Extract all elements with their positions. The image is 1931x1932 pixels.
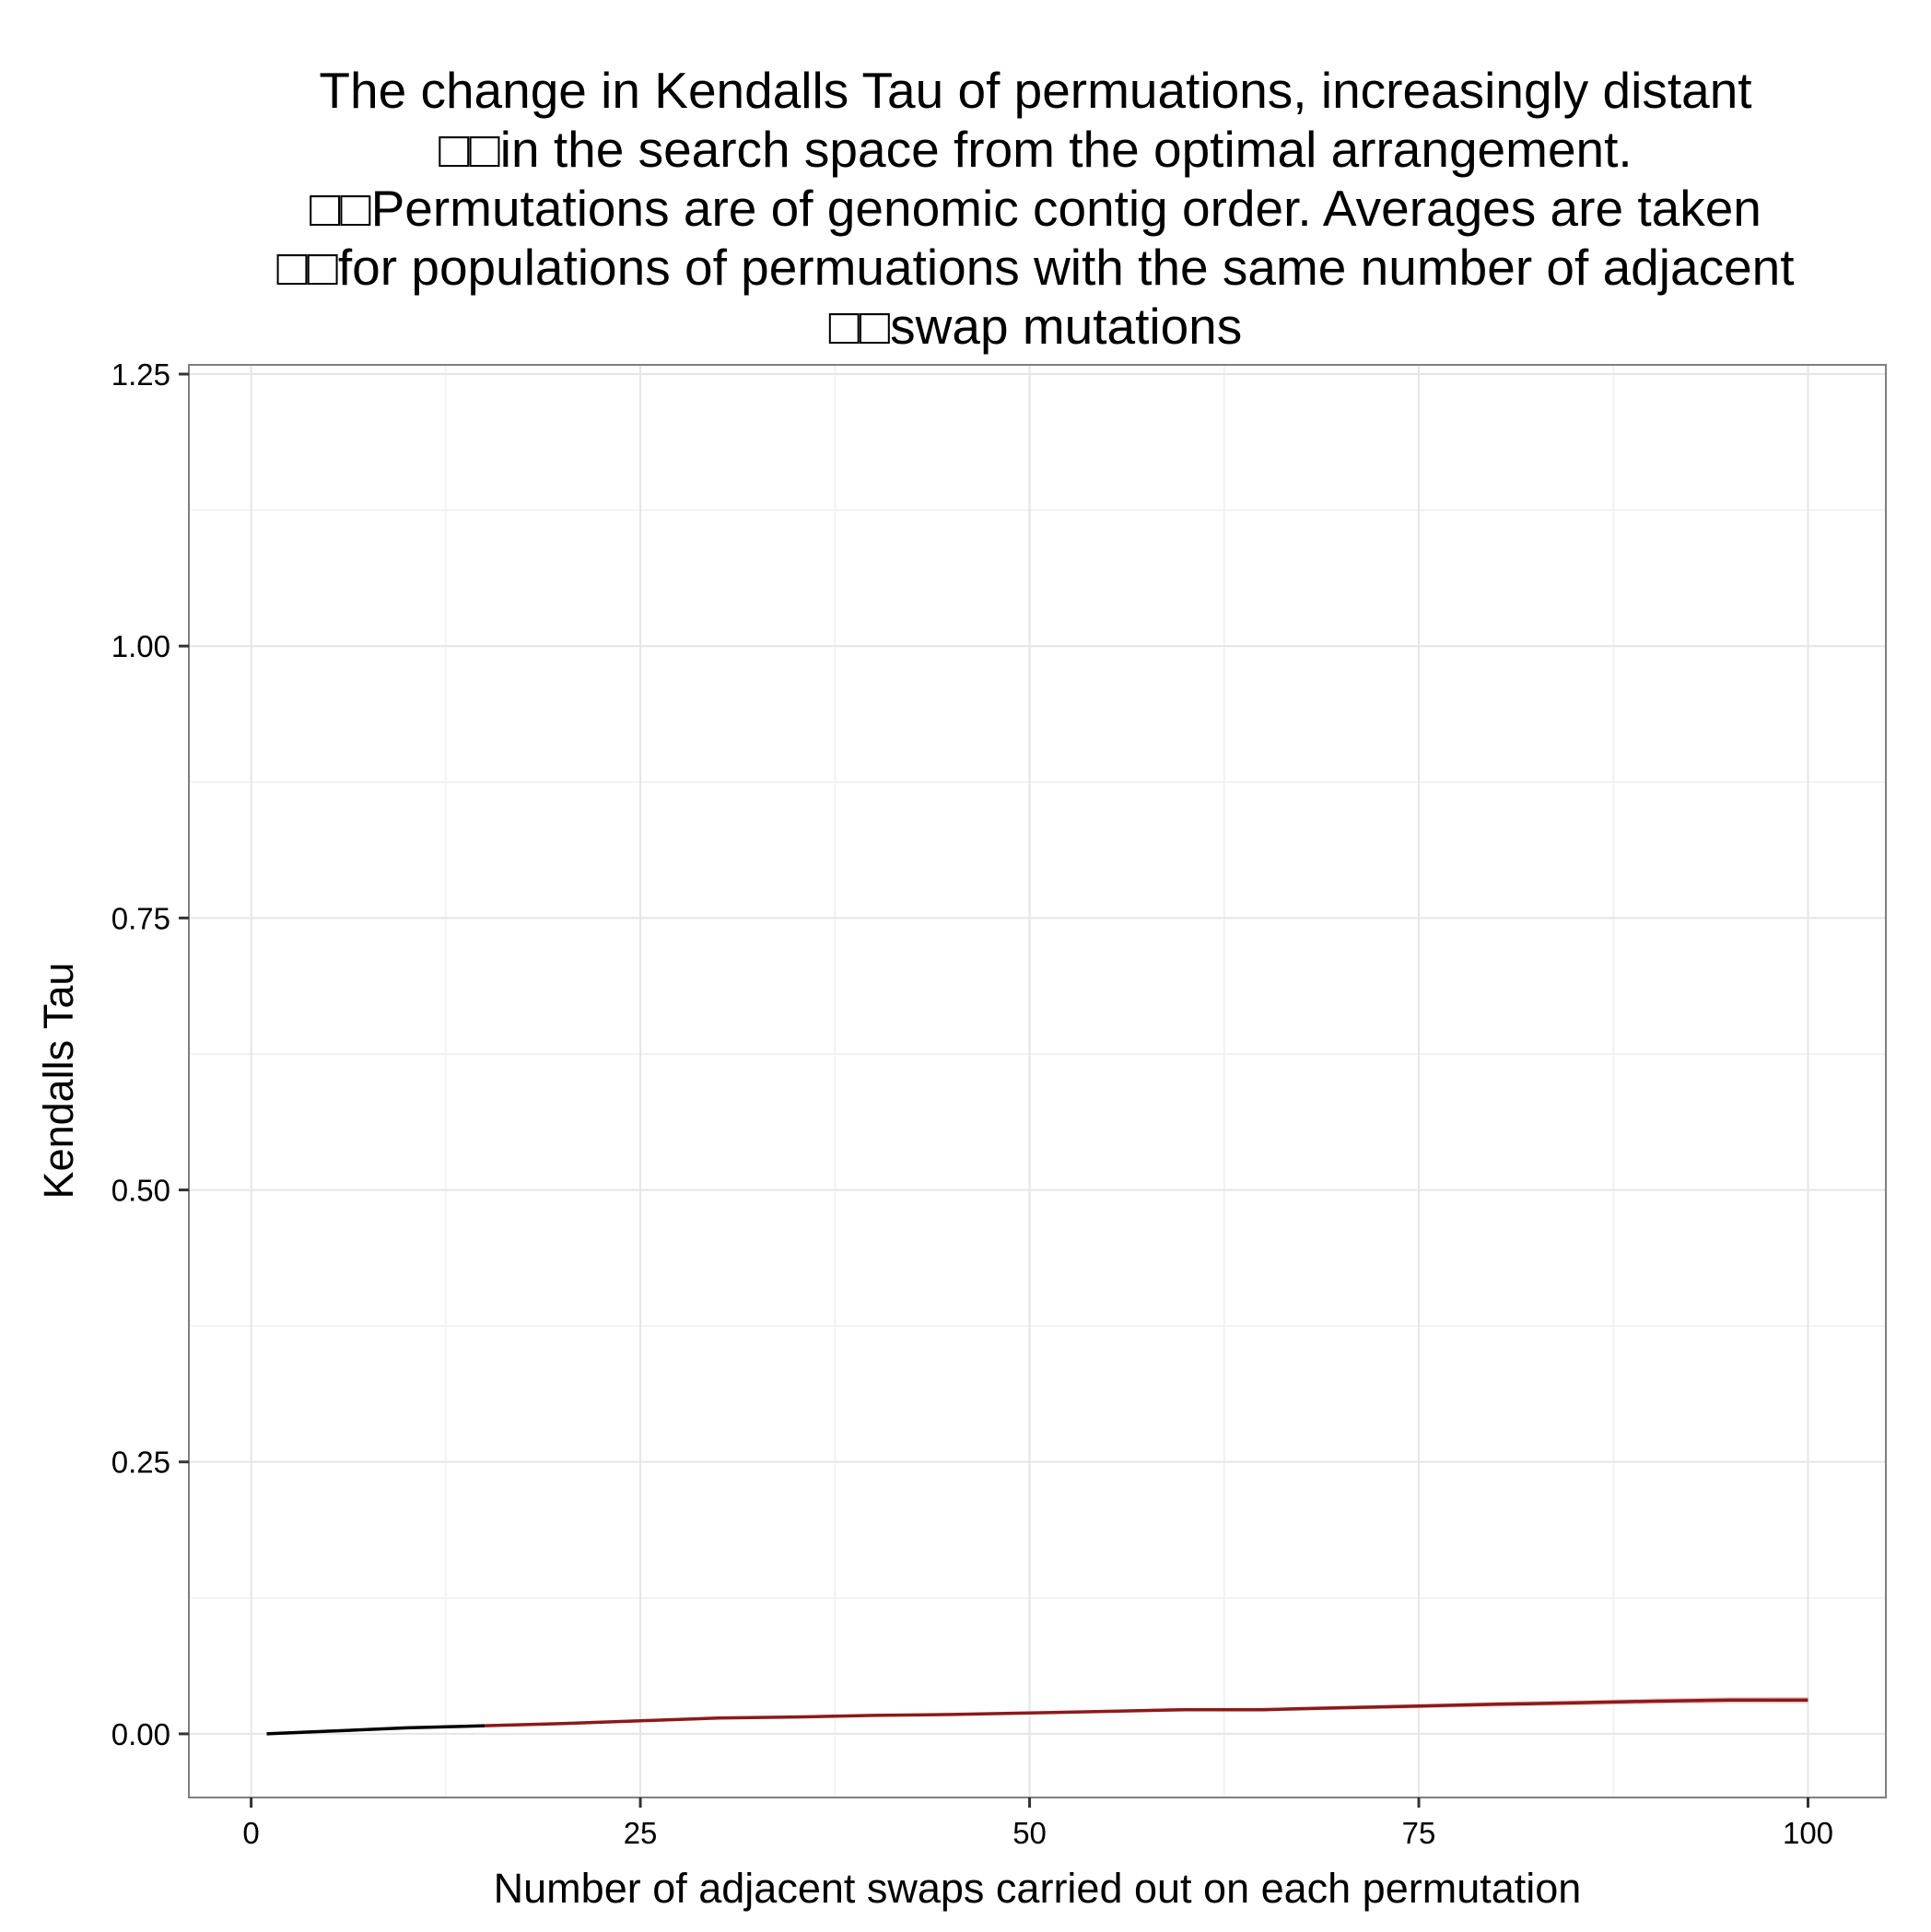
y-tick-label: 0.75 — [111, 901, 170, 935]
y-tick-label: 0.50 — [111, 1174, 170, 1208]
x-tick-label: 100 — [1783, 1816, 1833, 1850]
x-tick-label: 50 — [1012, 1816, 1047, 1850]
y-tick-label: 1.25 — [111, 357, 170, 392]
plot-border — [188, 364, 1887, 1798]
x-tick-label: 25 — [624, 1816, 658, 1850]
chart-title-line-1: The change in Kendalls Tau of permuation… — [319, 62, 1751, 119]
series-line-start — [266, 1724, 486, 1736]
chart-title-line-5: □□swap mutations — [829, 298, 1243, 355]
y-tick-label: 1.00 — [111, 629, 170, 663]
minor-gridlines — [189, 365, 1886, 1797]
y-tick-label: 0.00 — [111, 1717, 170, 1751]
y-axis-title: Kendalls Tau — [35, 963, 82, 1200]
major-gridlines — [189, 365, 1886, 1797]
chart-title-line-3: □□Permutations are of genomic contig ord… — [310, 180, 1761, 237]
y-axis: 0.00 0.25 0.50 0.75 1.00 1.25 — [111, 357, 189, 1751]
chart-title-line-2: □□in the search space from the optimal a… — [439, 121, 1632, 178]
x-axis-title: Number of adjacent swaps carried out on … — [494, 1865, 1582, 1912]
series-line-main — [485, 1698, 1808, 1727]
x-tick-label: 0 — [242, 1816, 259, 1850]
plot-panel — [189, 365, 1886, 1797]
x-axis: 0 25 50 75 100 — [242, 1797, 1833, 1850]
chart-title: The change in Kendalls Tau of permuation… — [276, 62, 1794, 355]
chart-title-line-4: □□for populations of permuations with th… — [276, 239, 1794, 296]
y-tick-label: 0.25 — [111, 1446, 170, 1480]
x-tick-label: 75 — [1402, 1816, 1436, 1850]
series-line — [266, 1698, 1808, 1736]
